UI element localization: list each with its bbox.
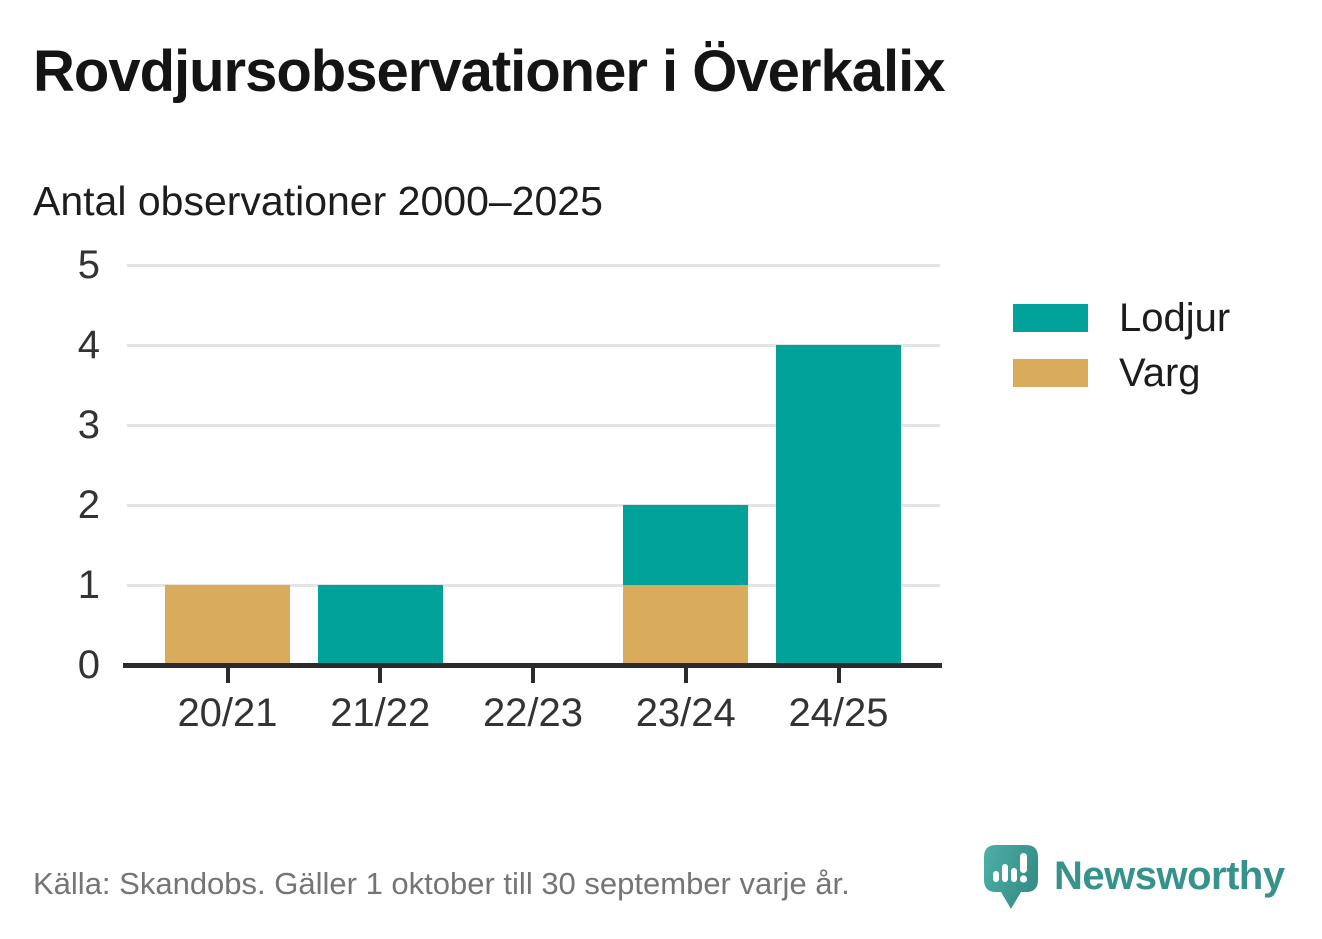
- chart-legend: Lodjur Varg: [1013, 296, 1231, 414]
- chart-subtitle: Antal observationer 2000–2025: [33, 178, 603, 224]
- legend-label-lodjur: Lodjur: [1119, 296, 1231, 340]
- y-axis-label-4: 4: [77, 323, 100, 367]
- x-tick-23-24: [683, 668, 688, 683]
- gridline-y5: [127, 264, 940, 267]
- gridline-y1: [127, 584, 940, 587]
- newsworthy-wordmark: Newsworthy: [1054, 854, 1285, 898]
- bar-chart-plot-area: 20/21 21/22 22/23 23/24 24/25: [123, 264, 942, 735]
- y-axis-label-5: 5: [77, 243, 100, 287]
- source-note: Källa: Skandobs. Gäller 1 oktober till 3…: [33, 866, 850, 901]
- x-tick-22-23: [531, 668, 535, 683]
- legend-item-lodjur: Lodjur: [1013, 296, 1231, 340]
- gridline-y4: [127, 344, 940, 347]
- x-tick-20-21: [225, 668, 230, 683]
- x-axis-label-22-23: 22/23: [482, 691, 584, 735]
- legend-swatch-varg: [1013, 359, 1088, 387]
- x-tick-24-25: [836, 668, 841, 683]
- chart-title: Rovdjursobservationer i Överkalix: [33, 39, 945, 104]
- x-axis-label-21-22: 21/22: [330, 691, 431, 735]
- legend-label-varg: Varg: [1119, 351, 1201, 395]
- x-axis-line: [123, 663, 942, 668]
- x-axis-label-23-24: 23/24: [635, 691, 736, 735]
- x-axis-label-20-21: 20/21: [177, 691, 278, 735]
- newsworthy-logo-icon: [984, 845, 1038, 909]
- y-axis-label-1: 1: [77, 563, 100, 607]
- bar-21-22-lodjur: [317, 585, 443, 665]
- gridline-y2: [127, 504, 940, 507]
- x-tick-21-22: [378, 668, 383, 683]
- legend-item-varg: Varg: [1013, 351, 1230, 395]
- y-axis-label-2: 2: [77, 483, 100, 527]
- bar-23-24-lodjur: [623, 505, 749, 585]
- y-axis-label-0: 0: [77, 643, 100, 687]
- bar-20-21-varg: [165, 585, 290, 665]
- newsworthy-branding: Newsworthy: [984, 845, 1304, 915]
- x-axis-label-24-25: 24/25: [788, 691, 889, 735]
- bar-24-25-lodjur: [776, 345, 901, 665]
- bar-23-24-varg: [623, 585, 749, 665]
- gridline-y3: [127, 424, 940, 427]
- legend-swatch-lodjur: [1013, 304, 1088, 332]
- y-axis-label-3: 3: [77, 403, 100, 447]
